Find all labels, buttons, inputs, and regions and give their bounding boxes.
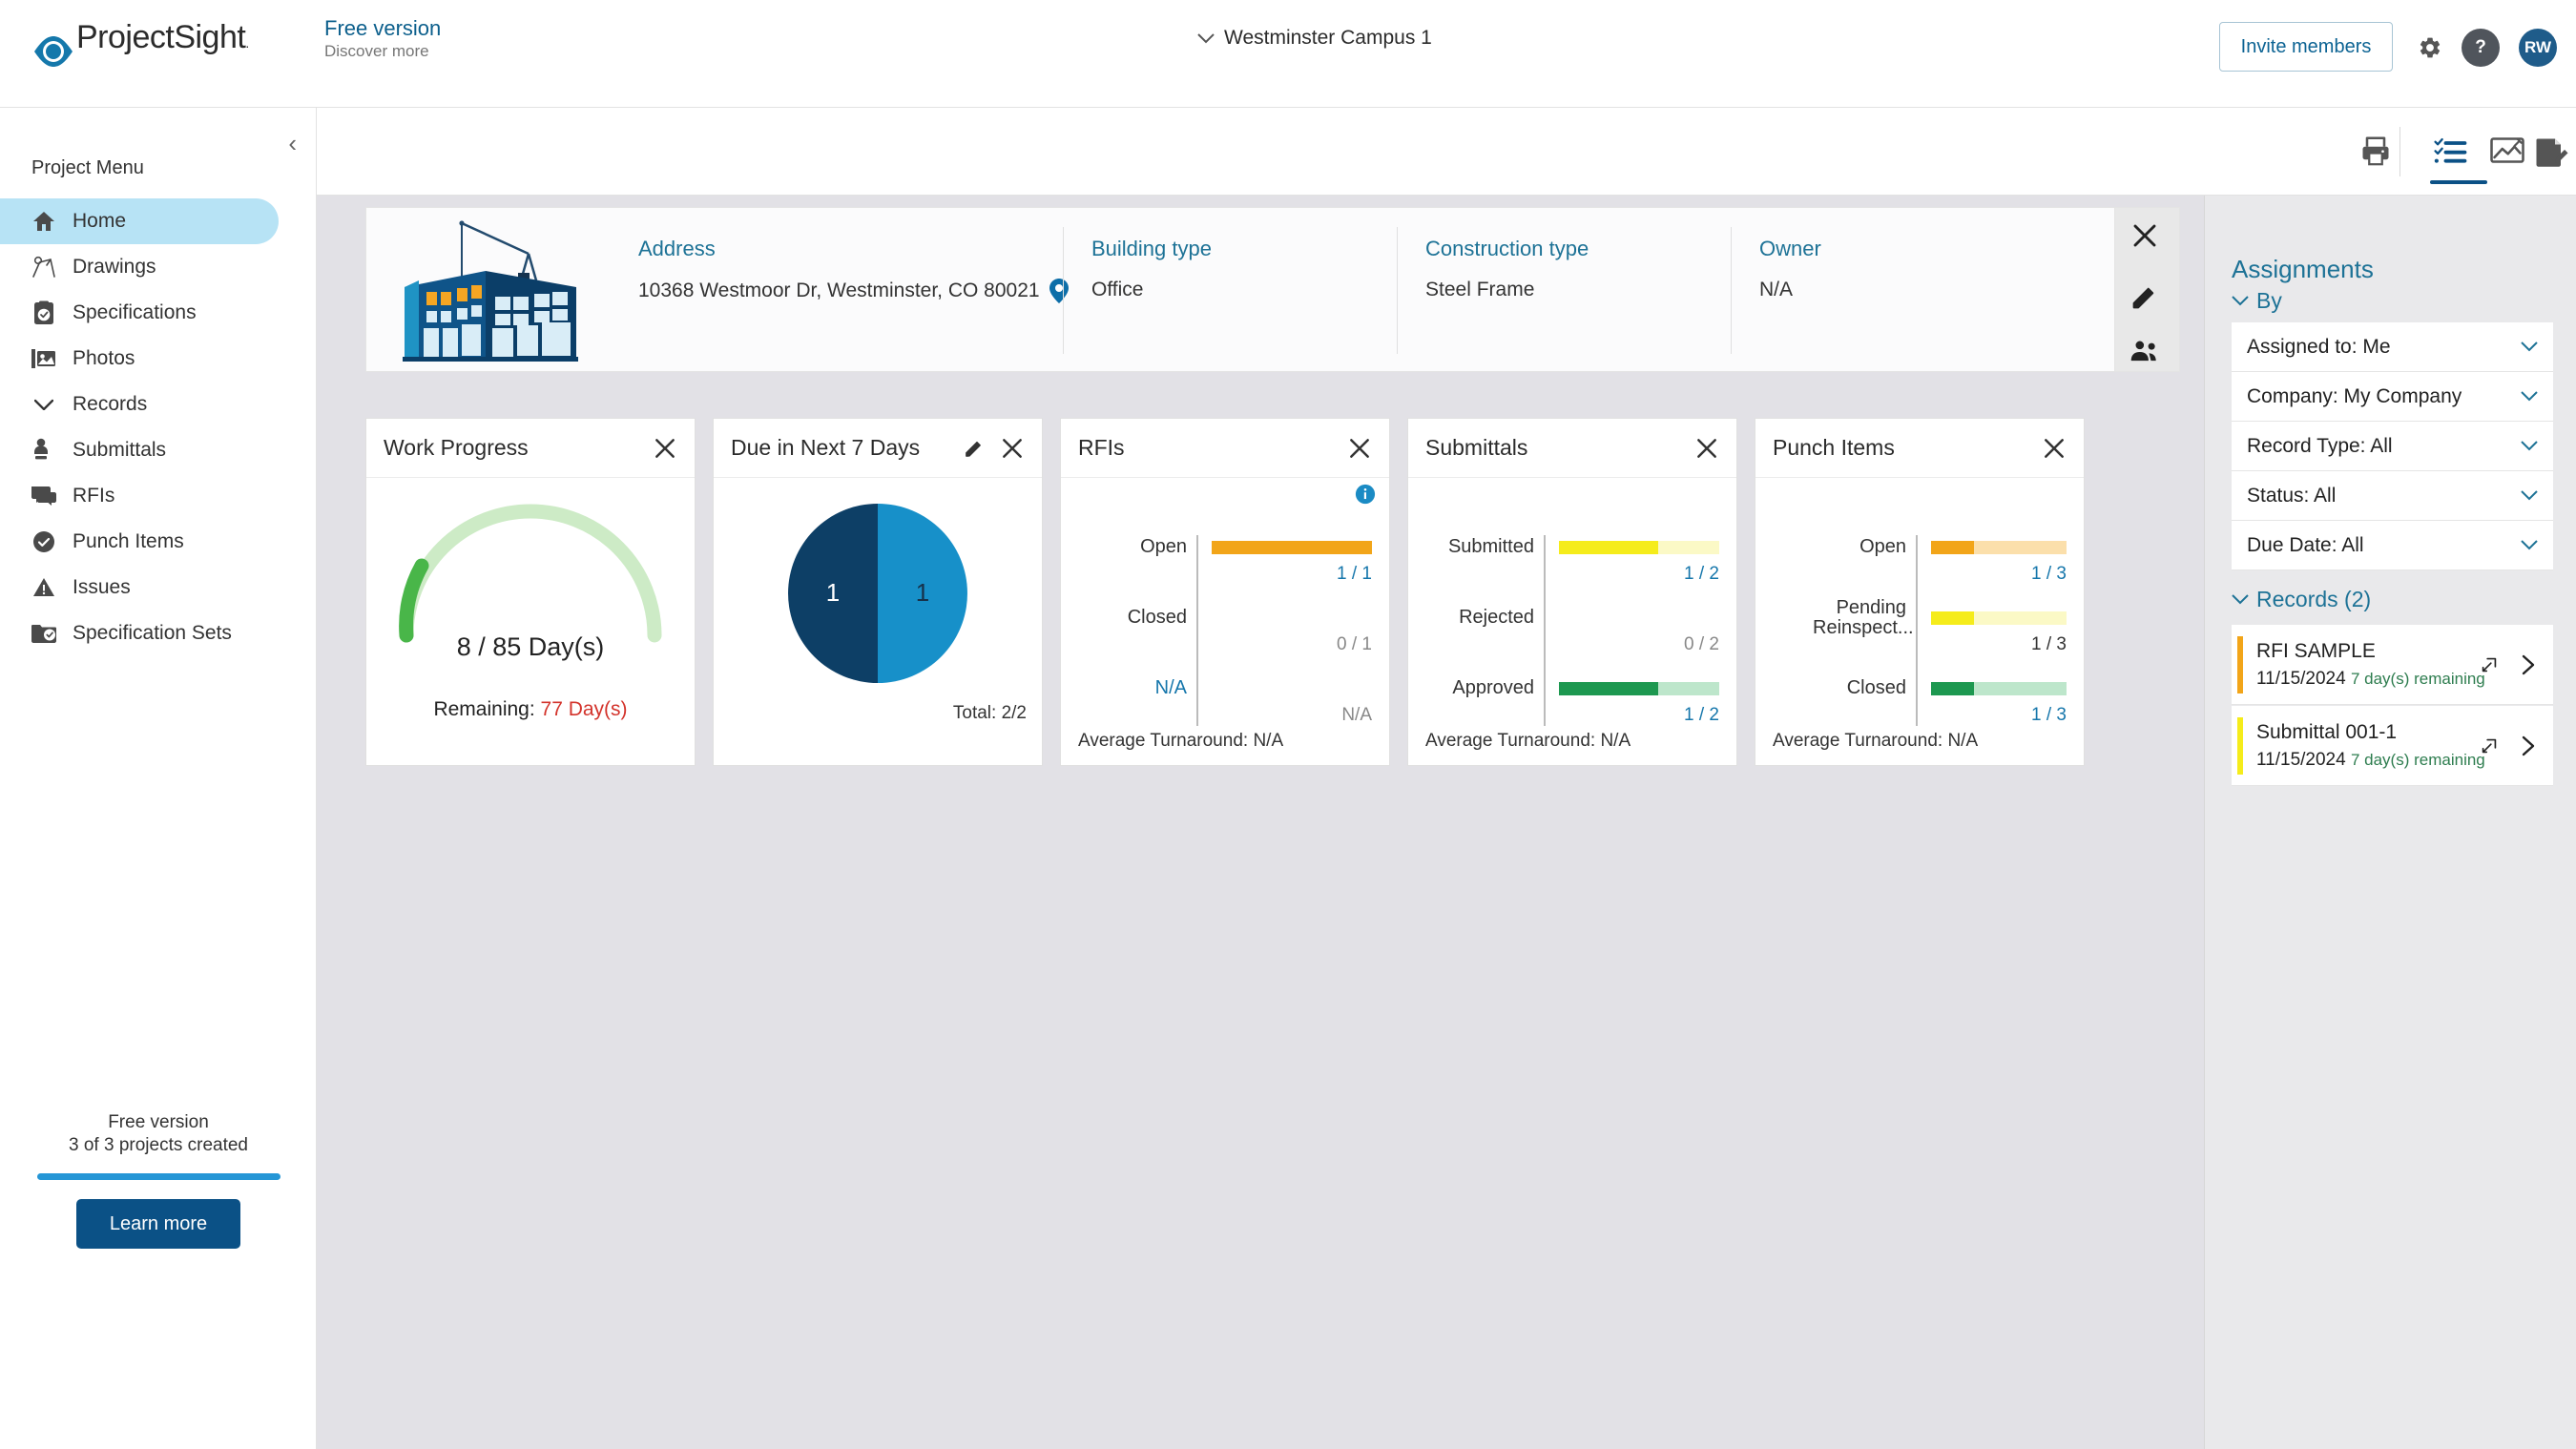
svg-text:1: 1 <box>826 578 840 607</box>
svg-text:1: 1 <box>916 578 929 607</box>
